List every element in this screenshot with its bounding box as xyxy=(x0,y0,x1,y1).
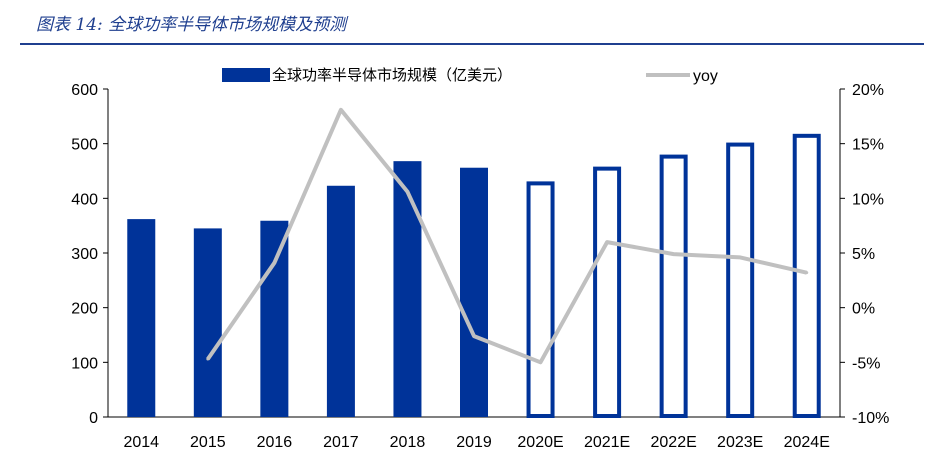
x-tick-label: 2020E xyxy=(517,434,563,451)
axes-layer: 0 100 200 300 400 500 600 -10% -5% 0% 5% 10% 15% 20% 2… xyxy=(71,82,889,451)
yoy-line xyxy=(206,107,808,365)
y-right-tick-label: -5% xyxy=(852,355,880,372)
y-left-tick-label: 0 xyxy=(89,410,98,427)
y-right-tick-label: 10% xyxy=(852,191,884,208)
y-right-tick-label: 0% xyxy=(852,301,875,318)
x-tick-label: 2024E xyxy=(784,434,830,451)
yoy-point xyxy=(805,271,809,275)
bar-forecast xyxy=(593,166,622,418)
header-rule xyxy=(20,43,924,45)
legend-label-bars: 全球功率半导体市场规模（亿美元） xyxy=(272,66,512,84)
bar xyxy=(260,220,289,417)
yoy-point xyxy=(272,261,276,265)
y-left-tick-label: 200 xyxy=(71,301,98,318)
x-tick-label: 2014 xyxy=(123,434,159,451)
x-tick-label: 2023E xyxy=(717,434,763,451)
bar xyxy=(393,161,422,417)
yoy-point xyxy=(605,240,609,244)
bar-forecast xyxy=(792,133,821,418)
figure-title: 图表 14: 全球功率半导体市场规模及预测 xyxy=(36,15,347,35)
bar xyxy=(326,185,355,417)
yoy-point xyxy=(405,190,409,194)
y-left-tick-label: 100 xyxy=(71,355,98,372)
legend-label-line: yoy xyxy=(693,68,718,85)
bars-layer xyxy=(127,133,821,418)
y-right-tick-label: 20% xyxy=(852,82,884,99)
bar-forecast xyxy=(659,154,688,418)
y-right-tick-label: 15% xyxy=(852,137,884,154)
bar xyxy=(127,219,156,417)
y-left-tick-label: 300 xyxy=(71,246,98,263)
bar xyxy=(460,167,488,417)
bar-forecast xyxy=(526,181,555,418)
x-tick-label: 2021E xyxy=(584,434,630,451)
x-tick-label: 2016 xyxy=(257,434,293,451)
legend: 全球功率半导体市场规模（亿美元） yoy xyxy=(222,66,718,85)
line-layer xyxy=(206,107,809,365)
bar xyxy=(193,228,222,417)
x-tick-label: 2015 xyxy=(190,434,226,451)
x-tick-label: 2022E xyxy=(651,434,697,451)
yoy-point xyxy=(339,108,343,112)
legend-swatch-bars xyxy=(222,68,270,82)
bar-forecast xyxy=(726,142,755,418)
y-right-tick-label: 5% xyxy=(852,246,875,263)
y-left-tick-label: 500 xyxy=(71,137,98,154)
yoy-point xyxy=(539,360,543,364)
yoy-point xyxy=(672,252,676,256)
figure-header: 图表 14: 全球功率半导体市场规模及预测 xyxy=(0,0,938,46)
x-tick-label: 2018 xyxy=(390,434,426,451)
y-left-tick-label: 400 xyxy=(71,191,98,208)
yoy-point xyxy=(738,255,742,259)
y-right-tick-label: -10% xyxy=(852,410,889,427)
yoy-point xyxy=(472,334,476,338)
x-tick-label: 2019 xyxy=(456,434,492,451)
yoy-point xyxy=(206,357,210,361)
x-tick-label: 2017 xyxy=(323,434,359,451)
y-left-tick-label: 600 xyxy=(71,82,98,99)
